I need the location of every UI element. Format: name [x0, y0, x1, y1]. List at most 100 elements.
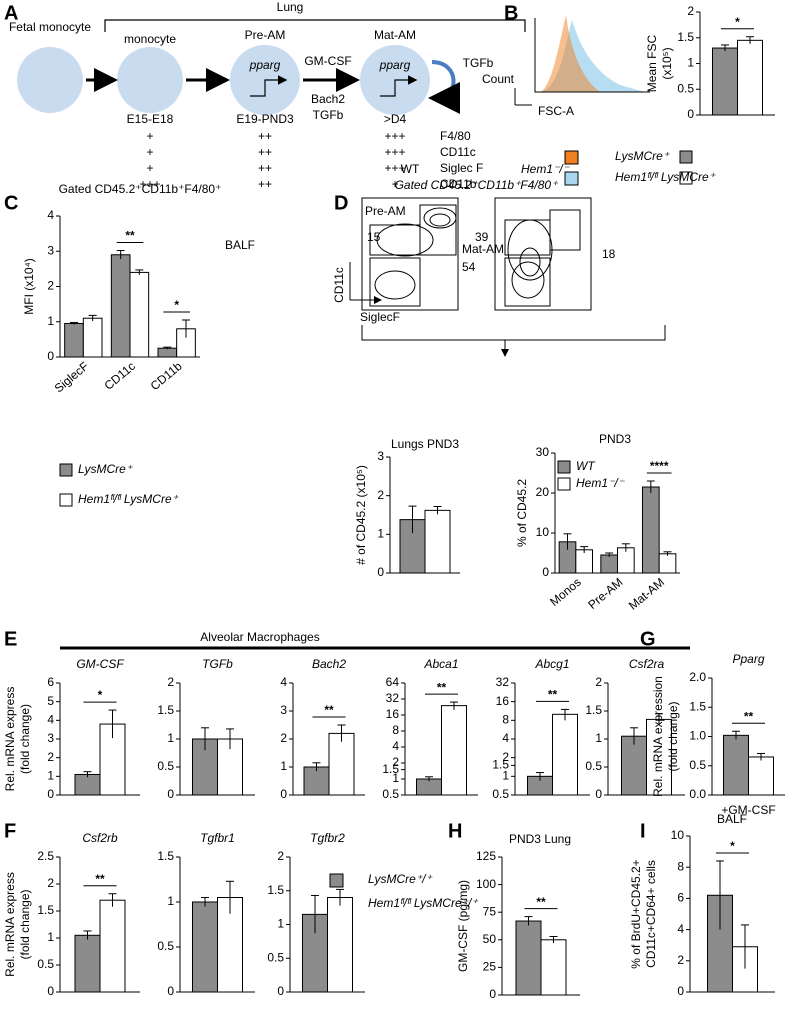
- y-tick-label: 10: [536, 525, 550, 539]
- y-tick-label: 5: [47, 694, 54, 708]
- axis-label: Count: [482, 72, 515, 86]
- sig-label: **: [125, 229, 135, 243]
- marker-level: +++: [384, 161, 405, 175]
- panel-letter: H: [448, 820, 462, 842]
- chart-title: Tgfbr1: [200, 831, 235, 845]
- diagram-label: Fetal monocyte: [9, 20, 91, 34]
- y-axis-label: MFI (x10⁴): [22, 258, 36, 315]
- histogram: [514, 15, 650, 106]
- bar: [192, 901, 218, 993]
- stage-label: >D4: [384, 112, 407, 126]
- chart-title: Abcg1: [534, 657, 569, 671]
- x-tick-label: Pre-AM: [585, 575, 625, 612]
- y-tick-label: 1: [377, 527, 384, 541]
- y-tick-label: 4: [47, 713, 54, 727]
- y-tick-label: 0.5: [689, 758, 706, 772]
- panel-letter: E: [4, 628, 17, 650]
- chart-title: Csf2ra: [629, 657, 665, 671]
- y-tick-label: 4: [392, 739, 399, 753]
- y-tick-label: 16: [386, 707, 400, 721]
- legend-label: Hem1ᶠˡ/ᶠˡ LysMCre⁺/⁺: [368, 896, 479, 910]
- y-tick-label: 125: [476, 849, 496, 863]
- chart-title: Csf2rb: [82, 831, 118, 845]
- y-tick-label: 1.5: [157, 849, 174, 863]
- y-tick-label: 1.5: [382, 762, 399, 776]
- y-tick-label: 3: [47, 243, 54, 257]
- y-tick-label: 0.5: [492, 787, 509, 801]
- y-tick-label: 1: [502, 769, 509, 783]
- chart-title: Lungs PND3: [391, 437, 459, 451]
- y-axis-label: GM-CSF (pg/mg): [456, 880, 470, 972]
- sig-label: *: [735, 15, 740, 29]
- bar: [658, 553, 677, 574]
- y-tick-label: 2: [277, 849, 284, 863]
- y-tick-label: 0: [489, 987, 496, 1001]
- y-tick-label: 0: [542, 565, 549, 579]
- y-tick-label: 2: [167, 675, 174, 689]
- y-tick-label: 1.0: [689, 729, 706, 743]
- y-tick-label: 1: [47, 930, 54, 944]
- y-tick-label: 1.5: [689, 699, 706, 713]
- y-tick-label: 4: [677, 922, 684, 936]
- y-tick-label: 0.5: [267, 950, 284, 964]
- legend-swatch: [679, 150, 693, 164]
- bar: [64, 323, 84, 358]
- bar: [642, 486, 660, 574]
- y-tick-label: 2: [280, 731, 287, 745]
- legend-label: LysMCre⁺: [615, 149, 671, 163]
- sig-label: **: [324, 703, 334, 717]
- bar: [646, 718, 672, 796]
- axis-label: FSC-A: [538, 104, 574, 118]
- y-tick-label: 25: [483, 960, 497, 974]
- y-tick-label: 2: [377, 488, 384, 502]
- y-tick-label: 0: [47, 984, 54, 998]
- y-tick-label: 8: [502, 713, 509, 727]
- bar: [74, 934, 101, 993]
- diagram-label: Pre-AM: [245, 28, 286, 42]
- y-tick-label: 1: [392, 771, 399, 785]
- marker-level: ++: [258, 129, 272, 143]
- gate-value: 18: [602, 247, 616, 261]
- y-tick-label: 1.5: [37, 903, 54, 917]
- legend-swatch: [564, 150, 579, 165]
- y-tick-label: 20: [536, 485, 550, 499]
- legend-swatch: [557, 477, 571, 491]
- y-tick-label: 1.5: [157, 703, 174, 717]
- y-tick-label: 1: [47, 314, 54, 328]
- legend-label: WT: [576, 459, 596, 473]
- bar: [424, 509, 451, 574]
- axis-label: SiglecF: [360, 310, 400, 324]
- y-tick-label: 1: [47, 769, 54, 783]
- bar: [327, 897, 353, 993]
- bar: [552, 713, 578, 796]
- marker-level: +++: [139, 177, 160, 191]
- panel-letter: A: [4, 2, 18, 24]
- diagram-label: pparg: [379, 58, 411, 72]
- sig-label: **: [437, 680, 447, 694]
- y-tick-label: 8: [392, 723, 399, 737]
- y-tick-label: 2: [595, 675, 602, 689]
- gate-title: Gated CD45.2⁺CD11b⁺F4/80⁺: [395, 178, 560, 192]
- y-axis-label: Rel. mRNA expression: [651, 676, 665, 797]
- annotation: BALF: [225, 238, 255, 252]
- y-axis-label: % of CD45.2: [515, 479, 529, 547]
- marker-name: CD11b: [440, 177, 477, 191]
- panel-letter: D: [334, 192, 348, 214]
- y-axis-label: Mean FSC: [645, 34, 659, 92]
- y-tick-label: 0.5: [157, 939, 174, 953]
- y-tick-label: 75: [483, 904, 497, 918]
- y-tick-label: 8: [677, 859, 684, 873]
- y-tick-label: 2: [502, 750, 509, 764]
- diagram-label: pparg: [249, 58, 281, 72]
- y-tick-label: 0.5: [585, 759, 602, 773]
- bar: [74, 773, 101, 796]
- y-tick-label: 2: [47, 750, 54, 764]
- bar: [82, 317, 103, 358]
- marker-level: ++: [258, 145, 272, 159]
- plot-title: Hem1⁻/⁻: [521, 162, 571, 176]
- y-tick-label: 2: [687, 4, 694, 18]
- bar: [328, 732, 355, 796]
- chart-title: BALF: [717, 812, 747, 826]
- marker-level: +++: [384, 129, 405, 143]
- chart-title: Tgfbr2: [310, 831, 345, 845]
